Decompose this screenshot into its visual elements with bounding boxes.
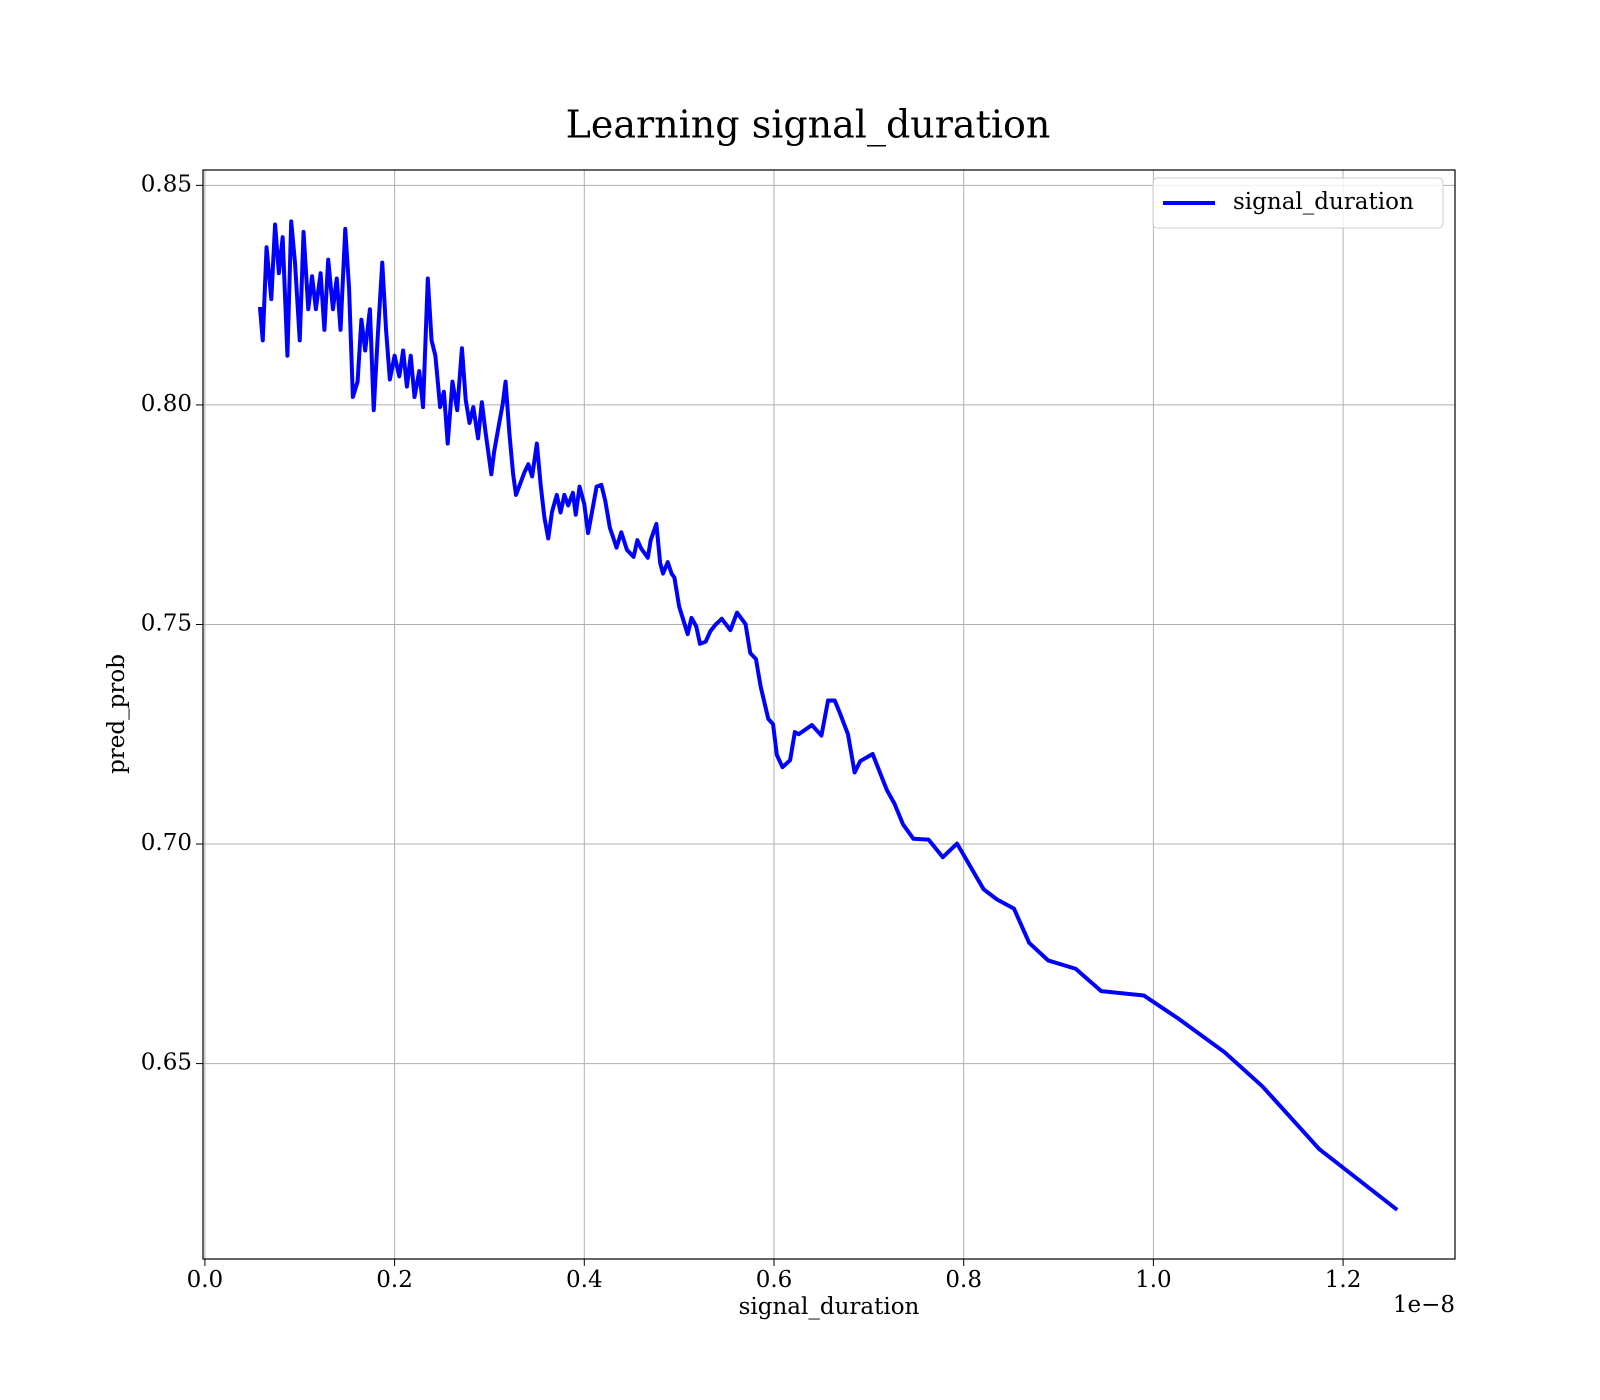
y-tick-label: 0.75 — [141, 610, 192, 636]
x-tick-label: 0.8 — [945, 1267, 982, 1293]
x-tick-label: 0.2 — [376, 1267, 413, 1293]
x-tick-label: 0.6 — [756, 1267, 793, 1293]
data-line — [257, 219, 1399, 1212]
x-tick-label: 0.0 — [187, 1267, 224, 1293]
x-tick-label: 1.0 — [1135, 1267, 1172, 1293]
x-tick-label: 0.4 — [566, 1267, 603, 1293]
y-axis-label: pred_prob — [104, 654, 130, 774]
x-axis-label: signal_duration — [739, 1294, 920, 1320]
legend-label: signal_duration — [1233, 189, 1414, 215]
legend-box — [1152, 177, 1444, 229]
y-tick-label: 0.80 — [141, 391, 192, 417]
y-tick-label: 0.85 — [141, 171, 192, 197]
chart-title: Learning signal_duration — [566, 103, 1051, 148]
x-offset-label: 1e−8 — [1393, 1292, 1455, 1318]
x-tick-label: 1.2 — [1325, 1267, 1362, 1293]
plot-frame — [202, 169, 1456, 1260]
y-tick-label: 0.65 — [141, 1050, 192, 1076]
y-tick-label: 0.70 — [141, 830, 192, 856]
